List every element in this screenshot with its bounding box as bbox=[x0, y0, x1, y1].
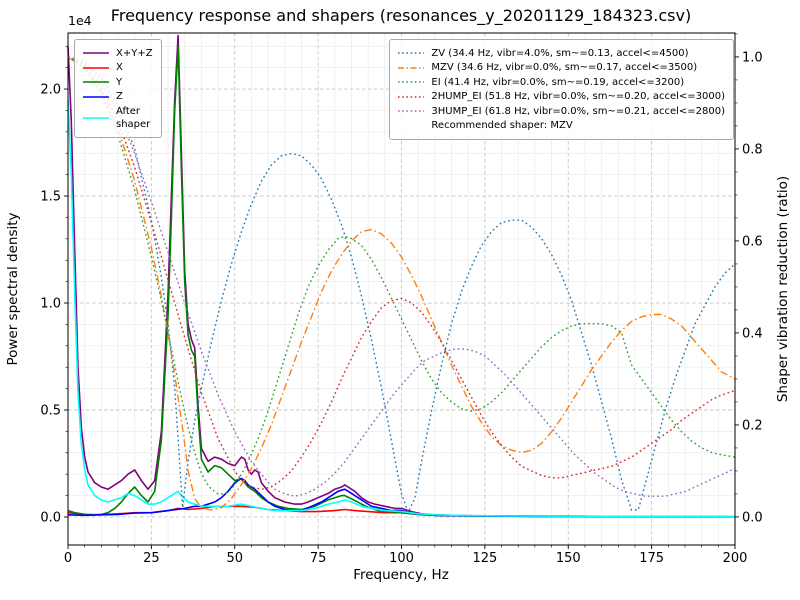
legend-line-swatch bbox=[398, 76, 425, 88]
legend-line-icon bbox=[398, 81, 425, 83]
x-tick-label: 150 bbox=[556, 551, 581, 566]
legend-item: MZV (34.6 Hz, vibr=0.0%, sm~=0.17, accel… bbox=[398, 61, 725, 74]
legend-label: MZV (34.6 Hz, vibr=0.0%, sm~=0.17, accel… bbox=[431, 62, 698, 73]
legend-label: ZV (34.4 Hz, vibr=4.0%, sm~=0.13, accel<… bbox=[431, 47, 689, 59]
legend-line-swatch bbox=[398, 62, 425, 74]
legend-label: EI (41.4 Hz, vibr=0.0%, sm~=0.19, accel<… bbox=[431, 76, 685, 88]
legend-line-icon bbox=[83, 52, 109, 54]
legend-line-icon bbox=[398, 95, 425, 98]
legend-line-swatch bbox=[398, 47, 425, 59]
legend-line-swatch bbox=[83, 91, 109, 103]
legend-item: X bbox=[83, 61, 153, 74]
legend-line-icon bbox=[398, 66, 425, 69]
series-3hump-ei bbox=[67, 56, 736, 497]
y-right-tick-label: 0.4 bbox=[742, 326, 763, 341]
x-tick-label: 100 bbox=[389, 551, 414, 566]
legend-label: X+Y+Z bbox=[116, 47, 153, 59]
y-right-tick-label: 1.0 bbox=[742, 50, 763, 65]
x-tick-label: 125 bbox=[472, 551, 497, 566]
legend-label: 3HUMP_EI (61.8 Hz, vibr=0.0%, sm~=0.21, … bbox=[431, 105, 725, 117]
y-right-tick-label: 0.0 bbox=[742, 510, 763, 525]
x-tick-label: 75 bbox=[310, 551, 327, 566]
y-left-tick-label: 2.0 bbox=[40, 83, 61, 98]
legend-spacer bbox=[398, 120, 424, 132]
legend-item: X+Y+Z bbox=[83, 47, 153, 60]
x-tick-label: 200 bbox=[723, 551, 748, 566]
legend-item: EI (41.4 Hz, vibr=0.0%, sm~=0.19, accel<… bbox=[398, 76, 725, 89]
legend-line-swatch bbox=[83, 76, 109, 88]
legend-line-icon bbox=[83, 116, 109, 119]
legend-line-swatch bbox=[398, 91, 425, 103]
series-xyz bbox=[67, 34, 735, 518]
legend-line-icon bbox=[83, 81, 109, 83]
legend-psd: X+Y+Z X Y Z After shaper bbox=[74, 39, 162, 138]
legend-label: After shaper bbox=[116, 105, 151, 130]
legend-line-icon bbox=[83, 95, 109, 98]
y-right-tick-label: 0.8 bbox=[742, 142, 763, 157]
chart-title: Frequency response and shapers (resonanc… bbox=[111, 6, 691, 26]
chart-area: 0 25 50 75 100 125 150 175 200 0.0 0.5 1.0 1.5 2.0 0.0… bbox=[40, 32, 763, 566]
y-axis-label-left: Power spectral density bbox=[5, 212, 21, 365]
series-mzv bbox=[67, 56, 736, 511]
legend-line-icon bbox=[398, 52, 425, 54]
legend-shapers: ZV (34.4 Hz, vibr=4.0%, sm~=0.13, accel<… bbox=[389, 39, 734, 140]
series-after-shaper bbox=[67, 99, 735, 518]
series-zv bbox=[67, 56, 736, 515]
shaper-series bbox=[67, 56, 736, 515]
x-tick-label: 25 bbox=[143, 551, 160, 566]
y-right-tick-label: 0.2 bbox=[742, 418, 763, 433]
legend-line-icon bbox=[398, 110, 425, 112]
legend-label: X bbox=[116, 62, 123, 73]
x-tick-label: 50 bbox=[226, 551, 243, 566]
y-left-tick-label: 1.0 bbox=[40, 297, 61, 312]
series-ei bbox=[67, 56, 736, 495]
legend-line-swatch bbox=[83, 112, 109, 124]
y-left-tick-label: 1.5 bbox=[40, 190, 61, 205]
legend-item: Y bbox=[83, 76, 153, 89]
legend-label: Y bbox=[116, 76, 123, 88]
x-tick-label: 0 bbox=[64, 551, 72, 566]
axis-offset-text: 1e4 bbox=[68, 13, 92, 28]
y-left-tick-label: 0.0 bbox=[40, 510, 61, 525]
legend-label: Recommended shaper: MZV bbox=[431, 120, 573, 131]
legend-line-swatch bbox=[83, 47, 109, 59]
tick-labels: 0 25 50 75 100 125 150 175 200 0.0 0.5 1.0 1.5 2.0 0.0… bbox=[40, 50, 762, 566]
legend-item: Z bbox=[83, 90, 153, 103]
y-left-tick-label: 0.5 bbox=[40, 403, 61, 418]
psd-series bbox=[67, 34, 735, 518]
y-axis-label-right: Shaper vibration reduction (ratio) bbox=[775, 176, 791, 402]
ticks bbox=[64, 33, 739, 549]
x-tick-label: 175 bbox=[639, 551, 664, 566]
legend-label: Z bbox=[116, 91, 123, 102]
legend-label: 2HUMP_EI (51.8 Hz, vibr=0.0%, sm~=0.20, … bbox=[431, 91, 725, 102]
legend-item: 3HUMP_EI (61.8 Hz, vibr=0.0%, sm~=0.21, … bbox=[398, 105, 725, 118]
series-2hump-ei bbox=[67, 56, 736, 491]
legend-item: ZV (34.4 Hz, vibr=4.0%, sm~=0.13, accel<… bbox=[398, 47, 725, 60]
legend-line-icon bbox=[83, 66, 109, 69]
x-axis-label: Frequency, Hz bbox=[353, 567, 449, 583]
y-right-tick-label: 0.6 bbox=[742, 234, 763, 249]
legend-note: Recommended shaper: MZV bbox=[398, 119, 725, 132]
legend-item: 2HUMP_EI (51.8 Hz, vibr=0.0%, sm~=0.20, … bbox=[398, 90, 725, 103]
legend-line-swatch bbox=[398, 105, 425, 117]
legend-line-swatch bbox=[83, 62, 109, 74]
legend-item: After shaper bbox=[83, 105, 153, 131]
